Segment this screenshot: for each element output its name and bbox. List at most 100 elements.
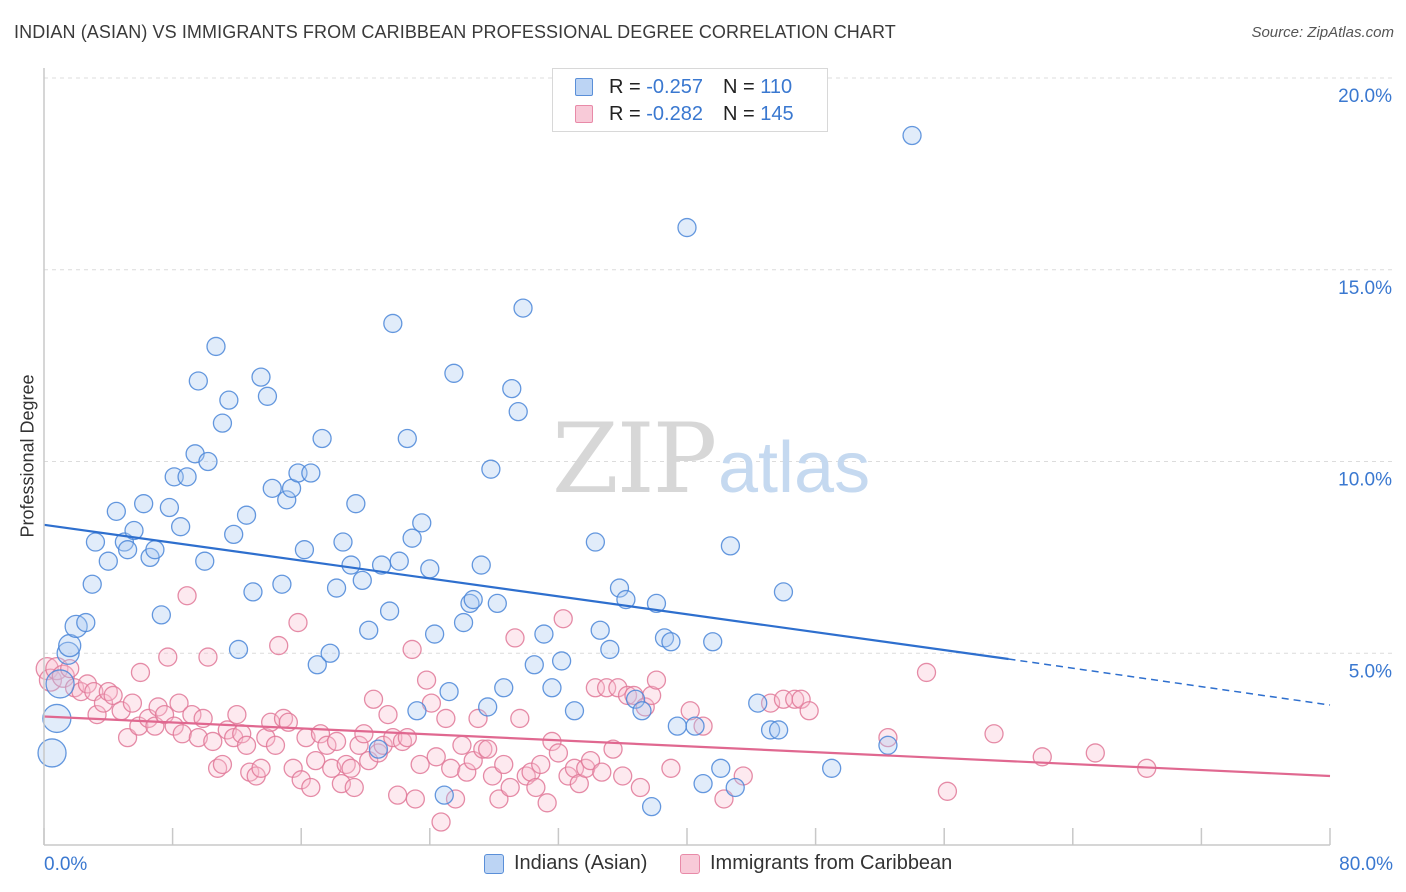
y-axis-label: Professional Degree <box>17 374 38 538</box>
point-caribbean <box>564 758 585 778</box>
point-indians <box>508 401 528 422</box>
legend-swatch-indians <box>575 78 593 96</box>
point-indians <box>478 697 498 717</box>
legend-n-value-caribbean: 145 <box>760 102 794 125</box>
series-label-indians: Indians (Asian) <box>514 852 648 874</box>
point-indians <box>341 555 361 575</box>
axes: 5.0% 10.0% 15.0% 20.0% 0.0% 80.0% <box>43 68 1393 875</box>
point-caribbean <box>341 758 361 778</box>
point-caribbean <box>38 668 63 692</box>
point-indians <box>773 582 794 602</box>
legend-r-label: R = <box>609 102 641 125</box>
point-caribbean <box>405 789 425 809</box>
series-legend-indians[interactable]: Indians (Asian) <box>484 852 647 875</box>
point-caribbean <box>269 635 289 656</box>
legend-r-value-caribbean: -0.282 <box>646 102 703 125</box>
point-indians <box>585 532 606 552</box>
point-caribbean <box>410 754 430 775</box>
point-caribbean <box>117 727 138 748</box>
point-indians <box>195 551 215 571</box>
point-caribbean <box>265 735 286 755</box>
point-caribbean <box>441 758 461 778</box>
point-caribbean <box>500 777 520 798</box>
point-indians <box>407 701 427 721</box>
point-caribbean <box>937 781 958 801</box>
point-indians <box>359 620 379 640</box>
point-caribbean <box>397 727 417 748</box>
y-tick-label: 10.0% <box>1338 470 1392 491</box>
point-caribbean <box>505 628 525 648</box>
point-indians <box>159 497 180 518</box>
point-indians <box>106 501 126 522</box>
point-caribbean <box>646 670 667 690</box>
point-caribbean <box>1085 743 1105 763</box>
legend-swatch-caribbean <box>575 105 593 123</box>
point-indians <box>760 720 781 740</box>
y-tick-label: 15.0% <box>1338 278 1392 299</box>
point-caribbean <box>188 727 208 748</box>
point-caribbean <box>548 743 569 763</box>
watermark-atlas: atlas <box>718 428 870 508</box>
point-caribbean <box>227 704 247 725</box>
point-indians <box>212 413 233 433</box>
point-caribbean <box>291 770 311 790</box>
point-indians <box>117 540 138 560</box>
point-caribbean <box>288 612 308 633</box>
point-indians <box>524 655 544 675</box>
point-indians <box>402 528 422 548</box>
point-indians <box>389 551 409 571</box>
point-indians <box>37 738 67 768</box>
x-min-label: 0.0% <box>44 854 87 875</box>
watermark-zip: ZIP <box>552 403 715 515</box>
trend-line-caribbean <box>43 715 1331 778</box>
point-indians <box>134 494 154 514</box>
point-caribbean <box>77 674 98 694</box>
point-caribbean <box>613 766 633 786</box>
point-indians <box>494 678 514 698</box>
point-caribbean <box>489 789 509 809</box>
trend-lines <box>43 523 1331 778</box>
legend-r-label: R = <box>609 75 641 98</box>
point-caribbean <box>984 724 1004 744</box>
series-legend-caribbean[interactable]: Immigrants from Caribbean <box>680 852 952 875</box>
point-caribbean <box>130 662 151 683</box>
point-caribbean <box>363 689 384 709</box>
point-caribbean <box>387 785 408 805</box>
point-indians <box>444 363 464 383</box>
point-caribbean <box>585 678 606 698</box>
point-indians <box>124 520 144 541</box>
point-caribbean <box>596 678 617 698</box>
point-caribbean <box>416 670 437 690</box>
point-caribbean <box>426 747 446 767</box>
point-caribbean <box>322 758 342 778</box>
stats-legend: R = -0.257 N = 110 R = -0.282 N = 145 <box>552 68 828 132</box>
point-indians <box>720 536 741 556</box>
point-indians <box>420 559 440 579</box>
point-indians <box>307 655 327 675</box>
gridlines <box>44 77 1392 654</box>
point-caribbean <box>641 685 662 706</box>
point-indians <box>301 463 321 483</box>
point-indians <box>632 701 652 721</box>
x-max-label: 80.0% <box>1339 854 1393 875</box>
point-caribbean <box>457 762 477 782</box>
point-indians <box>703 632 723 652</box>
point-indians <box>661 632 681 652</box>
point-indians <box>878 735 898 755</box>
point-indians <box>646 593 667 614</box>
point-caribbean <box>478 739 498 759</box>
point-indians <box>219 390 239 410</box>
legend-r-value-indians: -0.257 <box>646 75 703 98</box>
point-indians <box>177 467 197 487</box>
point-indians <box>145 540 165 560</box>
point-indians <box>368 739 389 759</box>
point-indians <box>625 689 646 709</box>
y-tick-label: 5.0% <box>1349 661 1392 682</box>
point-indians <box>251 367 271 387</box>
point-caribbean <box>148 697 168 717</box>
source-label: Source: ZipAtlas.com <box>1251 24 1394 41</box>
point-indians <box>725 777 745 798</box>
point-indians <box>439 681 459 702</box>
point-caribbean <box>714 789 734 809</box>
